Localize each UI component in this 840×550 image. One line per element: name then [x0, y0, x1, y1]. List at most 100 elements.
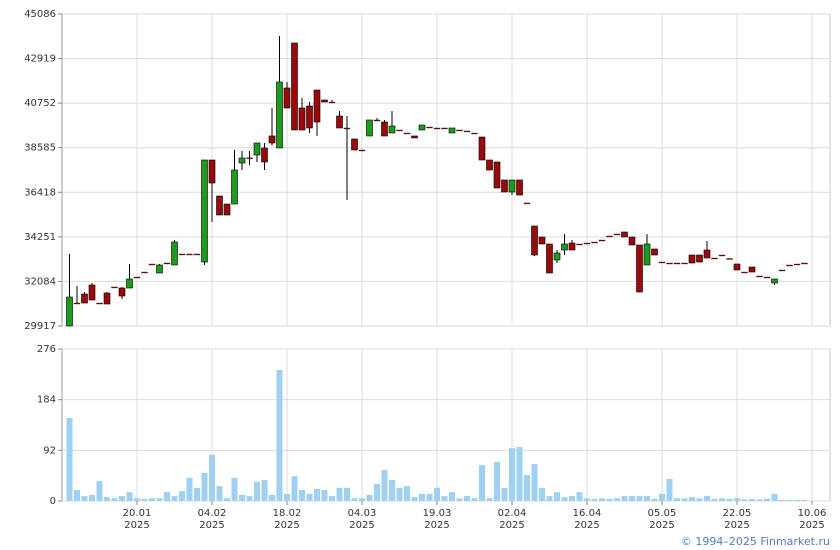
volume-bar	[494, 461, 500, 501]
volume-bar	[359, 498, 365, 501]
x-tick-label: 22.05	[723, 508, 752, 519]
candle-body	[531, 225, 538, 256]
volume-bar	[771, 493, 778, 501]
volume-bar	[231, 477, 238, 501]
candle-body	[411, 135, 418, 139]
volume-bar	[291, 476, 298, 501]
candle-body	[73, 302, 81, 305]
volume-bar	[516, 447, 523, 501]
candle-body	[748, 266, 756, 273]
volume-bar	[299, 489, 305, 501]
candle-body	[456, 129, 463, 132]
y-tick-label: 45086	[24, 9, 56, 20]
volume-bar	[554, 492, 560, 501]
volume-bar	[711, 498, 718, 501]
volume-bar	[396, 487, 403, 501]
volume-bar	[449, 492, 455, 501]
y-tick-label: 40752	[24, 98, 56, 109]
x-tick-label: 05.05	[648, 508, 677, 519]
volume-bar	[734, 498, 740, 501]
x-tick-label: 2025	[349, 520, 374, 531]
y-tick-label: 29917	[24, 321, 56, 332]
candle-body	[96, 302, 103, 305]
volume-bar	[741, 499, 748, 501]
volume-bar	[81, 496, 88, 501]
candle-body	[441, 127, 448, 130]
volume-bar	[209, 454, 215, 501]
candle-body	[148, 263, 156, 266]
y-tick-label: 34251	[24, 232, 56, 243]
candle-body	[343, 127, 351, 130]
volume-bar	[666, 478, 673, 501]
volume-bar	[651, 498, 658, 501]
y-tick-label: 184	[37, 395, 56, 406]
volume-bar	[194, 487, 200, 501]
candle-body	[328, 101, 336, 104]
candle-body	[463, 130, 471, 133]
volume-bar	[486, 498, 493, 501]
candle-body	[321, 99, 328, 103]
candle-body	[66, 296, 73, 327]
x-tick-label: 20.01	[123, 508, 152, 519]
candle-body	[193, 253, 201, 256]
y-tick-label: 0	[50, 496, 56, 507]
candle-body	[396, 129, 403, 132]
candle-body	[681, 262, 688, 265]
candle-body	[291, 42, 298, 131]
candle-body	[201, 159, 208, 263]
candle-body	[501, 179, 508, 193]
volume-bar	[524, 475, 530, 501]
y-tick-label: 92	[43, 445, 56, 456]
x-tick-label: 2025	[274, 520, 299, 531]
volume-bar	[246, 496, 253, 501]
candle-body	[186, 253, 193, 256]
candle-body	[418, 124, 426, 131]
x-tick-label: 2025	[499, 520, 524, 531]
candle-body	[778, 269, 786, 272]
candle-body	[553, 252, 561, 261]
volume-bar	[606, 498, 613, 501]
candle-body	[733, 263, 741, 271]
volume-bar	[119, 496, 125, 501]
candle-body	[81, 293, 88, 304]
x-tick-label: 2025	[124, 520, 149, 531]
volume-bar	[441, 496, 448, 501]
candle-body	[253, 142, 261, 156]
candle-body	[621, 231, 628, 238]
volume-bar	[696, 498, 703, 501]
volume-bar	[74, 489, 80, 501]
x-tick-label: 2025	[199, 520, 224, 531]
candle-body	[156, 264, 163, 274]
candle-body	[516, 179, 523, 196]
candle-body	[426, 126, 433, 129]
volume-bar	[254, 481, 260, 501]
candle-body	[651, 248, 658, 256]
volume-bar	[374, 483, 380, 501]
candle-body	[718, 254, 726, 257]
candle-body	[786, 264, 793, 267]
volume-bar	[689, 497, 695, 501]
candle-body	[358, 149, 366, 152]
volume-bar	[284, 493, 290, 501]
volume-bar	[89, 494, 95, 501]
volume-bar	[186, 477, 193, 501]
candle-body	[246, 157, 253, 159]
candle-body	[208, 159, 216, 184]
candle-body	[433, 127, 441, 130]
candle-body	[448, 127, 456, 134]
volume-bar	[171, 496, 178, 501]
x-tick-label: 2025	[574, 520, 599, 531]
candle-body	[351, 138, 358, 151]
candle-body	[298, 107, 306, 131]
candle-body	[103, 292, 111, 305]
x-tick-label: 04.02	[198, 508, 227, 519]
candle-body	[111, 286, 118, 289]
volume-bar	[336, 487, 343, 501]
volume-bar	[456, 498, 463, 501]
candle-body	[283, 87, 291, 109]
volume-bar	[351, 498, 358, 501]
x-tick-label: 19.03	[423, 508, 452, 519]
volume-bar	[434, 487, 440, 501]
candle-body	[223, 203, 231, 216]
